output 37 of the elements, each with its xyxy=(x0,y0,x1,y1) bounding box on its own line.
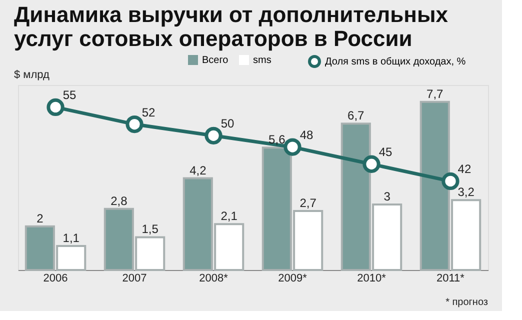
x-tick-label: 2010* xyxy=(357,272,387,284)
data-label: 2,8 xyxy=(110,194,128,208)
legend-label: Всего xyxy=(202,55,229,66)
data-label: 55 xyxy=(62,88,77,102)
data-label: 45 xyxy=(378,145,392,160)
data-label: 2,1 xyxy=(220,209,238,224)
data-label: 42 xyxy=(458,162,472,176)
point xyxy=(204,126,222,144)
point xyxy=(442,172,460,190)
data-label: 5,6 xyxy=(268,132,286,147)
data-label: 2 xyxy=(36,211,44,226)
x-tick-label: 2007 xyxy=(122,272,147,284)
x-tick-label: 2011* xyxy=(436,272,466,284)
data-label: 4,2 xyxy=(190,163,207,178)
data-label: 3,2 xyxy=(458,185,475,200)
point xyxy=(284,138,302,156)
data-label: 52 xyxy=(142,105,156,120)
x-tick-label: 2006 xyxy=(43,272,68,284)
legend-label: sms xyxy=(253,55,272,66)
data-label: 2,7 xyxy=(300,196,317,210)
point xyxy=(126,115,144,134)
data-label: 6,7 xyxy=(348,108,365,123)
text: услуг сотовых операторов в России xyxy=(14,26,412,51)
legend-label: Доля sms в общих доходах, % xyxy=(325,56,466,68)
text: * прогноз xyxy=(446,297,488,308)
data-label: 48 xyxy=(300,128,314,142)
data-label: 7,7 xyxy=(426,86,444,101)
point xyxy=(46,98,64,116)
y-axis-title: $ млрд xyxy=(14,69,50,81)
x-tick-label: 2009* xyxy=(278,272,308,284)
x-tick-label: 2008* xyxy=(199,272,229,284)
data-label: 50 xyxy=(220,116,234,131)
text: Динамика выручки от дополнительных xyxy=(14,2,448,27)
point xyxy=(362,155,380,173)
data-label: 1,1 xyxy=(62,230,80,245)
data-label: 1,5 xyxy=(142,222,159,236)
data-label: 3 xyxy=(384,189,391,204)
